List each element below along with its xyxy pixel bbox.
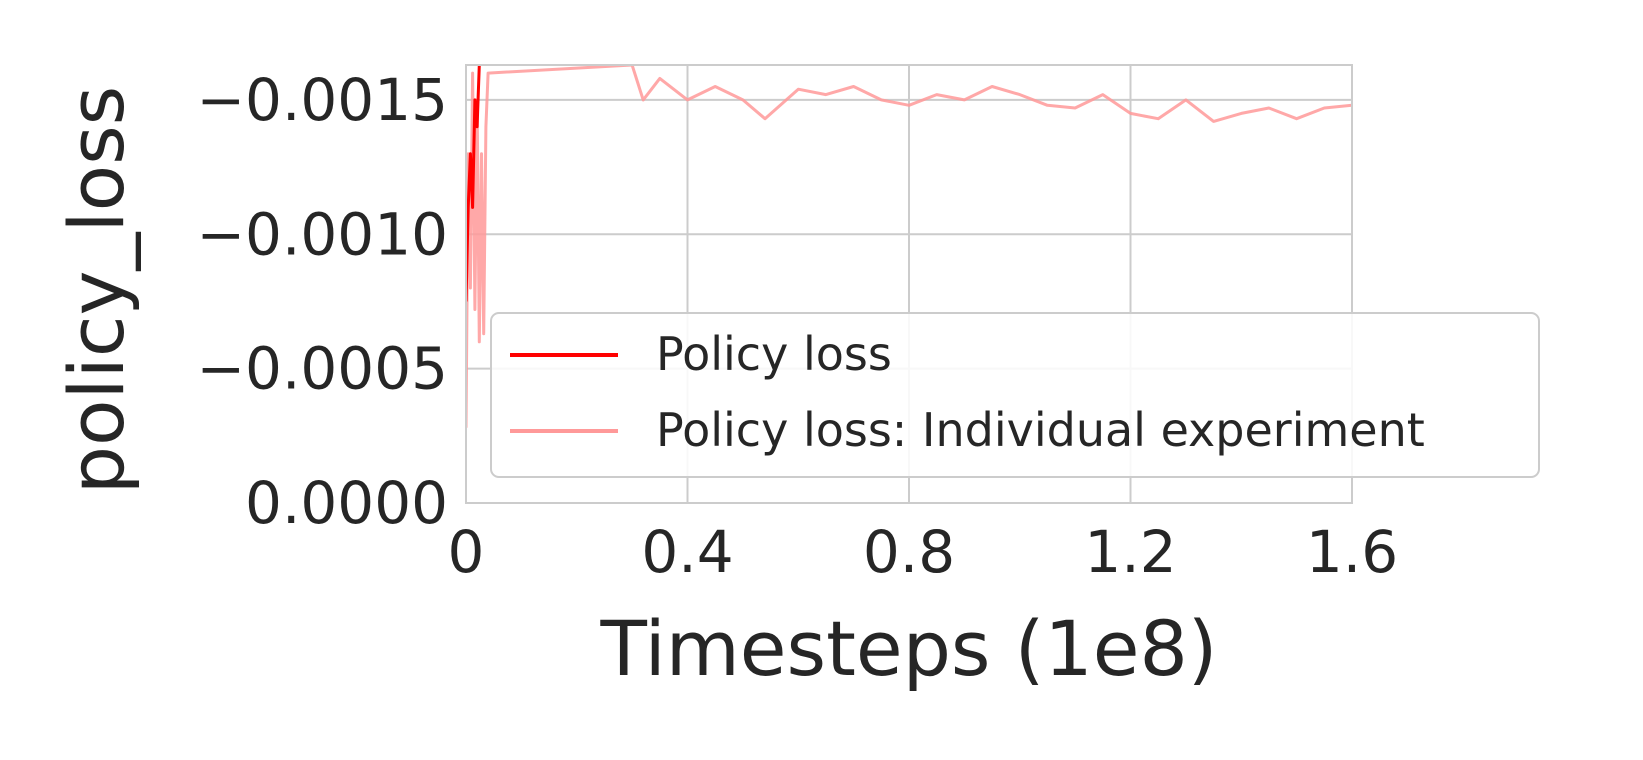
- series-line-policy-loss: [466, 65, 481, 302]
- x-tick-label: 0: [448, 518, 485, 586]
- x-tick-label: 1.6: [1306, 518, 1398, 586]
- y-tick-labels: 0.0000 −0.0005 −0.0010 −0.0015: [196, 66, 448, 537]
- x-tick-labels: 0 0.4 0.8 1.2 1.6: [448, 518, 1399, 586]
- y-axis-title: policy_loss: [52, 86, 141, 495]
- legend: Policy loss Policy loss: Individual expe…: [490, 312, 1540, 478]
- y-tick-label: 0.0000: [245, 469, 448, 537]
- legend-label-policy-loss: Policy loss: [656, 327, 892, 381]
- series-line-individual-experiment: [466, 65, 1352, 428]
- legend-label-individual-experiment: Policy loss: Individual experiment: [656, 403, 1425, 457]
- legend-box: [490, 312, 1540, 478]
- x-tick-label: 0.8: [863, 518, 955, 586]
- x-axis-title: Timesteps (1e8): [600, 604, 1218, 693]
- y-tick-label: −0.0010: [196, 200, 448, 268]
- series-lines: [466, 65, 1352, 428]
- x-tick-label: 0.4: [641, 518, 733, 586]
- x-tick-label: 1.2: [1084, 518, 1176, 586]
- plot-frame: [465, 64, 1353, 504]
- y-tick-label: −0.0005: [196, 335, 448, 403]
- y-tick-label: −0.0015: [196, 66, 448, 134]
